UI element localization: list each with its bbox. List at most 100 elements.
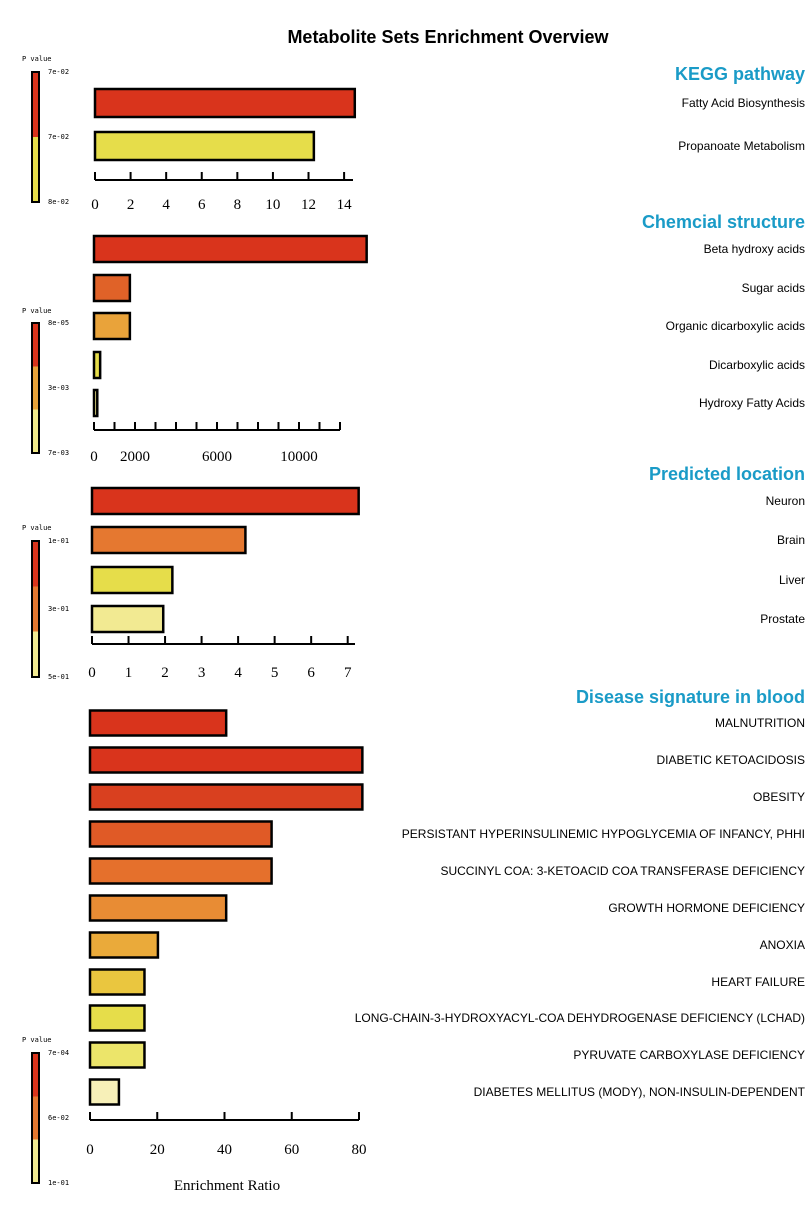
legend-color-bar (31, 322, 40, 454)
x-tick-label: 10 (265, 197, 280, 213)
bar (88, 1004, 146, 1032)
axis-kegg: 0 2 4 6 8 10 12 14 (91, 172, 353, 213)
category-label: MALNUTRITION (715, 716, 805, 730)
bar (88, 894, 228, 922)
chart-title: Metabolite Sets Enrichment Overview (287, 27, 609, 47)
bars-location (90, 486, 360, 634)
bar (92, 273, 132, 303)
category-label: Organic dicarboxylic acids (666, 319, 805, 333)
category-label: Propanoate Metabolism (678, 139, 805, 153)
x-tick-label: 5 (271, 665, 279, 681)
category-label: Dicarboxylic acids (709, 358, 805, 372)
category-label: GROWTH HORMONE DEFICIENCY (608, 901, 805, 915)
bars-chemical (92, 234, 368, 418)
bar (88, 1041, 146, 1069)
bar (90, 525, 247, 555)
x-tick-label: 40 (217, 1142, 232, 1158)
legend-title: P value (22, 55, 52, 63)
category-label: Brain (777, 533, 805, 547)
bar (88, 820, 273, 848)
legend-kegg: P value 7e-02 7e-02 8e-02 (22, 55, 69, 206)
bar (92, 350, 102, 380)
axis-location: 0 1 2 3 4 5 6 7 (88, 636, 355, 681)
bar (90, 486, 360, 516)
x-tick-label: 2 (127, 197, 135, 213)
legend-tick-label: 3e-01 (48, 605, 69, 613)
x-tick-label: 2000 (120, 449, 150, 465)
legend-location: P value 1e-01 3e-01 5e-01 (22, 524, 69, 681)
x-tick-label: 7 (344, 665, 352, 681)
category-label: LONG-CHAIN-3-HYDROXYACYL-COA DEHYDROGENA… (355, 1011, 805, 1025)
x-tick-label: 0 (90, 449, 98, 465)
legend-tick-label: 7e-02 (48, 68, 69, 76)
x-tick-label: 12 (301, 197, 316, 213)
bar (92, 388, 99, 418)
panel-kegg-pathway: KEGG pathway 0 2 4 6 8 10 12 14 Fatty Acid Bios… (22, 55, 805, 213)
category-label: Hydroxy Fatty Acids (699, 396, 805, 410)
panel-predicted-location: Predicted location 0 1 2 3 4 5 6 7 Neuron Brain L… (22, 464, 805, 681)
axis-chemical: 0 2000 6000 10000 (90, 422, 341, 465)
category-label: ANOXIA (760, 938, 805, 952)
category-label: OBESITY (753, 790, 805, 804)
bar (92, 311, 132, 341)
category-label: PYRUVATE CARBOXYLASE DEFICIENCY (573, 1048, 805, 1062)
category-label: Liver (779, 573, 805, 587)
category-label: Fatty Acid Biosynthesis (682, 96, 805, 110)
section-title-location: Predicted location (649, 464, 805, 484)
category-label: Sugar acids (742, 281, 805, 295)
section-title-disease: Disease signature in blood (576, 687, 805, 707)
labels-disease: MALNUTRITION DIABETIC KETOACIDOSIS OBESITY… (355, 716, 806, 1099)
legend-tick-label: 8e-02 (48, 198, 69, 206)
x-tick-label: 0 (88, 665, 96, 681)
category-label: SUCCINYL COA: 3-KETOACID COA TRANSFERASE… (440, 864, 805, 878)
x-axis-title: Enrichment Ratio (174, 1178, 280, 1194)
x-tick-label: 6000 (202, 449, 232, 465)
x-tick-label: 10000 (280, 449, 318, 465)
category-label: PERSISTANT HYPERINSULINEMIC HYPOGLYCEMIA… (402, 827, 805, 841)
x-tick-label: 60 (284, 1142, 299, 1158)
bar (88, 931, 160, 959)
category-label: Prostate (760, 612, 805, 626)
bar (88, 746, 364, 774)
x-tick-label: 20 (150, 1142, 165, 1158)
panel-disease-signature: Disease signature in blood 0 20 40 60 80 MAL… (22, 687, 806, 1187)
bar (88, 1078, 121, 1106)
bar (88, 783, 364, 811)
bar (92, 234, 368, 264)
bar (88, 709, 228, 737)
legend-chemical: P value 8e-05 3e-03 7e-03 (22, 307, 69, 457)
x-tick-label: 0 (86, 1142, 94, 1158)
bar (88, 857, 273, 885)
category-label: DIABETES MELLITUS (MODY), NON-INSULIN-DE… (474, 1085, 806, 1099)
legend-tick-label: 7e-04 (48, 1049, 69, 1057)
category-label: DIABETIC KETOACIDOSIS (657, 753, 805, 767)
legend-tick-label: 1e-01 (48, 537, 69, 545)
category-label: HEART FAILURE (711, 975, 805, 989)
legend-tick-label: 8e-05 (48, 319, 69, 327)
bar (90, 565, 174, 595)
x-tick-label: 80 (352, 1142, 367, 1158)
legend-tick-label: 1e-01 (48, 1179, 69, 1187)
legend-disease: P value 7e-04 6e-02 1e-01 (22, 1036, 69, 1187)
bars-disease (88, 709, 364, 1106)
x-tick-label: 4 (234, 665, 242, 681)
legend-color-bar (31, 540, 40, 678)
bar (93, 130, 316, 162)
legend-title: P value (22, 1036, 52, 1044)
legend-tick-label: 6e-02 (48, 1114, 69, 1122)
legend-title: P value (22, 307, 52, 315)
panel-chemical-structure: Chemcial structure 0 2000 6000 10000 Beta h… (22, 212, 805, 465)
section-title-chemical: Chemcial structure (642, 212, 805, 232)
bar (90, 604, 165, 634)
x-tick-label: 4 (162, 197, 170, 213)
axis-disease: 0 20 40 60 80 (86, 1112, 367, 1158)
labels-chemical: Beta hydroxy acids Sugar acids Organic dic… (666, 242, 805, 410)
bars-kegg (93, 87, 357, 162)
x-tick-label: 14 (337, 197, 353, 213)
x-tick-label: 6 (198, 197, 206, 213)
x-tick-label: 1 (125, 665, 133, 681)
bar (88, 968, 146, 996)
section-title-kegg: KEGG pathway (675, 64, 805, 84)
labels-kegg: Fatty Acid Biosynthesis Propanoate Metabo… (678, 96, 805, 153)
